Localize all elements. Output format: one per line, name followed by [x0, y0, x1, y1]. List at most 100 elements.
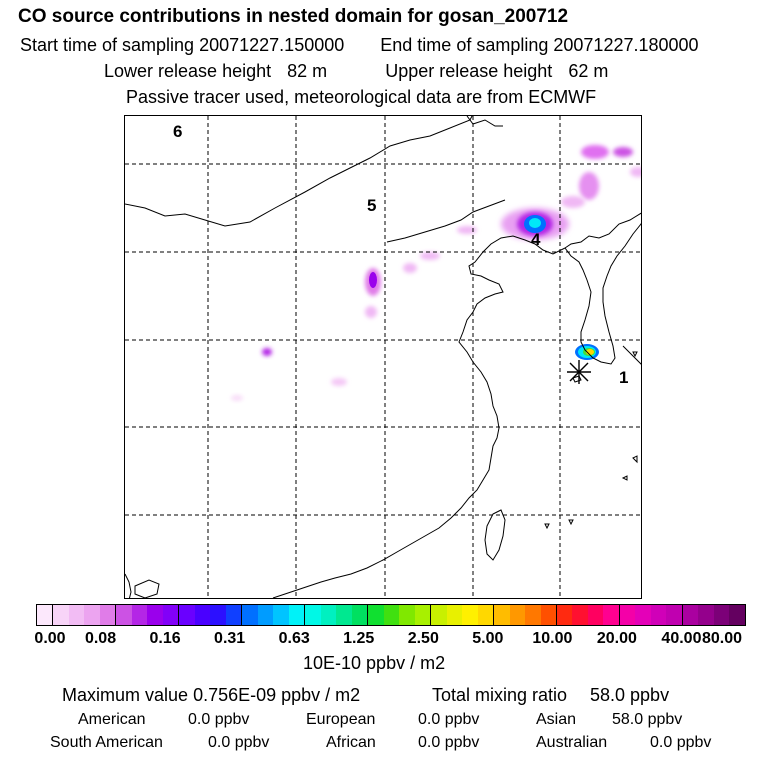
colorbar-cell	[555, 605, 573, 625]
colorbar-cell	[618, 605, 636, 625]
total-mixing-value: 58.0 ppbv	[590, 685, 670, 705]
region-european-label: European	[306, 711, 376, 728]
coastlines	[125, 116, 641, 598]
colorbar-tick-label: 40.00	[661, 630, 702, 647]
colorbar-cell	[666, 605, 682, 625]
colorbar-cell	[162, 605, 179, 625]
end-time-label: End time of sampling	[380, 35, 549, 55]
colorbar-cell	[351, 605, 368, 625]
plume-northeast-5	[630, 167, 641, 177]
marker-6: 6	[173, 122, 182, 141]
plume-beijing-3	[403, 263, 417, 273]
plume-shanxi-tail	[365, 306, 377, 318]
marker-4: 4	[531, 230, 541, 249]
max-value: Maximum value 0.756E-09 ppbv / m2	[62, 685, 360, 706]
colorbar-cell	[493, 605, 510, 625]
colorbar-cell	[650, 605, 667, 625]
plume-ordos	[262, 348, 272, 356]
colorbar-cell	[603, 605, 619, 625]
upper-release-value: 62 m	[568, 61, 609, 81]
colorbar-tick-label: 0.16	[149, 630, 181, 647]
colorbar-cell	[99, 605, 116, 625]
colorbar-tick-label: 0.00	[34, 630, 66, 647]
max-value-number: 0.756E-09 ppbv / m2	[193, 685, 361, 705]
hainan	[134, 579, 160, 598]
ryukyu-1	[632, 455, 638, 464]
colorbar-cell	[273, 605, 289, 625]
korea-coast	[564, 222, 641, 365]
plume-northeast-4	[561, 196, 585, 208]
colorbar-cell	[304, 605, 321, 625]
marker-5: 5	[367, 196, 376, 215]
region-american-label: American	[78, 711, 146, 728]
colorbar-cell	[225, 605, 242, 625]
plume-central-2	[231, 395, 243, 401]
jeju-island	[572, 375, 582, 383]
map-panel: 6 5 4 1	[124, 115, 642, 599]
plume-liaoning-center	[529, 218, 541, 228]
colorbar-cell	[587, 605, 604, 625]
colorbar-unit: 10E-10 ppbv / m2	[303, 653, 446, 673]
colorbar-cell	[414, 605, 431, 625]
tracer-note: Passive tracer used, meteorological data…	[126, 87, 597, 107]
colorbar	[36, 604, 746, 626]
colorbar-cell	[462, 605, 478, 625]
colorbar-cell	[367, 605, 384, 625]
ryukyu-4	[568, 519, 574, 526]
colorbar-cell	[713, 605, 730, 625]
plume-central-1	[331, 378, 347, 386]
region-european-value: 0.0 ppbv	[418, 711, 480, 728]
total-mixing-label: Total mixing ratio	[432, 685, 568, 705]
colorbar-tick-label: 80.00	[701, 630, 743, 647]
vietnam-coast	[125, 573, 132, 598]
region-australian-label: Australian	[536, 734, 608, 751]
receptor-star-icon	[567, 360, 591, 384]
colorbar-cell	[131, 605, 148, 625]
region-asian-value: 58.0 ppbv	[612, 711, 683, 728]
end-time-value: 20071227.180000	[553, 35, 699, 55]
taiwan	[484, 509, 506, 561]
map-svg: 6 5 4 1	[125, 116, 641, 598]
colorbar-tick-label: 10.00	[532, 630, 573, 647]
colorbar-cell	[729, 605, 745, 625]
colorbar-cell	[572, 605, 588, 625]
colorbar-cell	[68, 605, 85, 625]
colorbar-cell	[147, 605, 163, 625]
colorbar-tick-label: 1.25	[343, 630, 375, 647]
region-south-american-value: 0.0 ppbv	[208, 734, 270, 751]
colorbar-cell	[52, 605, 69, 625]
colorbar-cell	[635, 605, 651, 625]
colorbar-tick-label: 2.50	[407, 630, 439, 647]
upper-release-label: Upper release height	[385, 61, 553, 81]
plot-title: CO source contributions in nested domain…	[18, 6, 569, 27]
region-asian-label: Asian	[536, 711, 577, 728]
region-american-value: 0.0 ppbv	[188, 711, 250, 728]
mongolia-china-border-east	[386, 199, 506, 243]
colorbar-tick-label: 0.31	[214, 630, 246, 647]
start-time-label: Start time of sampling	[20, 35, 195, 55]
colorbar-tick-label: 20.00	[596, 630, 637, 647]
korea-east-island	[632, 351, 638, 358]
colorbar-cell	[320, 605, 337, 625]
colorbar-cell	[399, 605, 415, 625]
colorbar-cell	[194, 605, 211, 625]
japan-coast	[622, 345, 641, 365]
china-russia-border	[564, 212, 641, 249]
plume-northeast-3	[579, 172, 599, 200]
marker-1: 1	[619, 368, 628, 387]
ryukyu-2	[621, 475, 628, 481]
colorbar-cell	[477, 605, 494, 625]
mongolia-border	[125, 116, 473, 227]
colorbar-cell	[115, 605, 132, 625]
plume-northeast-1	[581, 145, 609, 159]
colorbar-cell	[241, 605, 258, 625]
colorbar-cell	[336, 605, 352, 625]
colorbar-cell	[509, 605, 526, 625]
colorbar-cell	[37, 605, 53, 625]
region-south-american-label: South American	[50, 734, 163, 751]
lower-release-value: 82 m	[287, 61, 328, 81]
amur-border	[466, 116, 503, 127]
plume-northeast-2	[613, 147, 633, 157]
plume-beijing-1	[457, 226, 477, 234]
colorbar-tick-label: 5.00	[472, 630, 504, 647]
